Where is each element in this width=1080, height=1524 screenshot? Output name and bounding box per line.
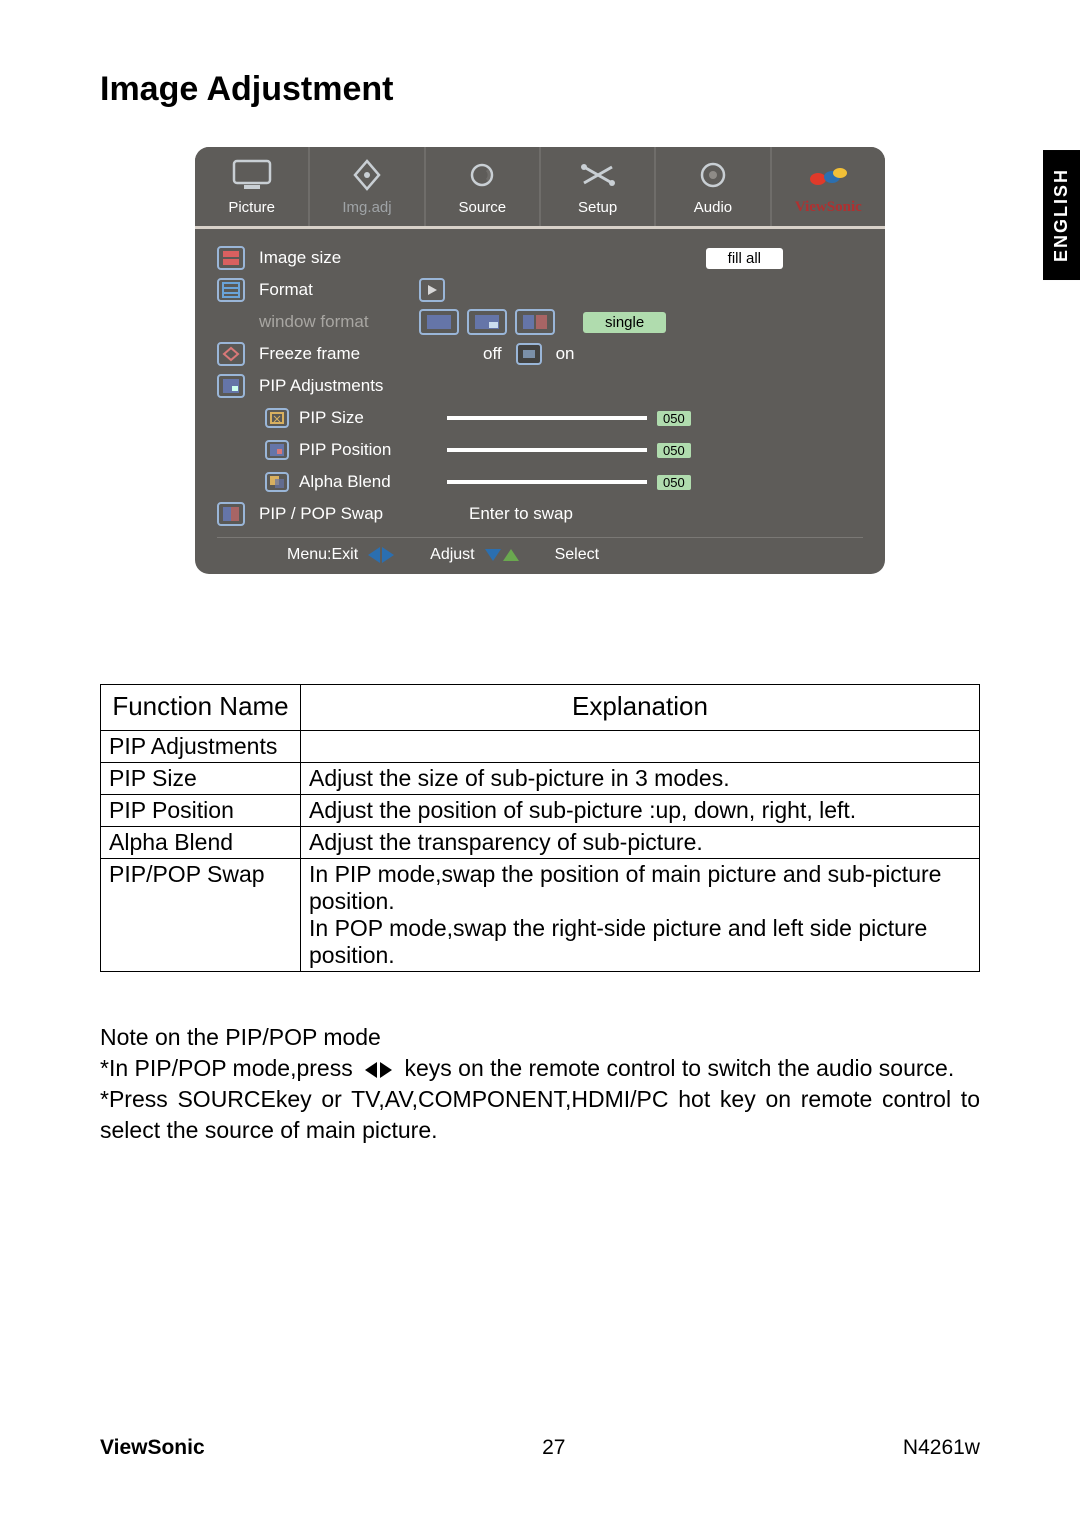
footer-select: Select <box>555 546 599 564</box>
swap-icon <box>217 502 245 526</box>
footer-menu-exit: Menu:Exit <box>287 546 358 564</box>
function-table: Function Name Explanation PIP Adjustment… <box>100 684 980 972</box>
image-size-value: fill all <box>706 248 783 269</box>
tab-label: Audio <box>656 199 769 216</box>
down-up-icon <box>485 549 519 561</box>
pip-pos-value: 050 <box>657 443 691 458</box>
play-icon[interactable] <box>419 278 445 302</box>
osd-tab-bar: Picture Img.adj Source Setup <box>195 147 885 229</box>
menu-label: Image size <box>259 248 419 268</box>
row-pip-adjustments[interactable]: PIP Adjustments <box>217 371 863 401</box>
left-right-arrows-icon <box>365 1062 392 1078</box>
window-opt-1[interactable] <box>419 309 459 335</box>
footer-adjust: Adjust <box>430 546 474 564</box>
menu-label: PIP Size <box>299 408 439 428</box>
row-image-size[interactable]: Image size fill all <box>217 243 863 273</box>
tab-label: Picture <box>195 199 308 216</box>
tab-source[interactable]: Source <box>426 147 541 226</box>
tab-audio[interactable]: Audio <box>656 147 771 226</box>
tab-label: Setup <box>541 199 654 216</box>
footer-model: N4261w <box>903 1436 980 1460</box>
menu-label: Format <box>259 280 419 300</box>
row-format[interactable]: Format <box>217 275 863 305</box>
pip-size-slider[interactable] <box>447 416 647 420</box>
tab-brand: ViewSonic <box>772 147 885 226</box>
table-row: Alpha BlendAdjust the transparency of su… <box>101 827 980 859</box>
image-size-icon <box>217 246 245 270</box>
pip-adj-icon <box>217 374 245 398</box>
swap-value: Enter to swap <box>469 504 573 524</box>
notes-section: Note on the PIP/POP mode *In PIP/POP mod… <box>100 1022 980 1146</box>
alpha-icon <box>265 472 289 492</box>
pip-pos-slider[interactable] <box>447 448 647 452</box>
menu-label: PIP / POP Swap <box>259 504 419 524</box>
footer-brand: ViewSonic <box>100 1436 205 1460</box>
pip-pos-icon <box>265 440 289 460</box>
notes-line2: *Press SOURCEkey or TV,AV,COMPONENT,HDMI… <box>100 1084 980 1146</box>
row-pip-position[interactable]: PIP Position 050 <box>217 435 863 465</box>
window-opt-2[interactable] <box>467 309 507 335</box>
monitor-icon <box>195 155 308 195</box>
audio-icon <box>656 155 769 195</box>
notes-heading: Note on the PIP/POP mode <box>100 1022 980 1053</box>
left-right-icon <box>368 547 394 563</box>
th-explanation: Explanation <box>301 685 980 731</box>
window-opt-3[interactable] <box>515 309 555 335</box>
osd-footer: Menu:Exit Adjust Select <box>217 537 863 564</box>
tab-label: Source <box>426 199 539 216</box>
pip-size-icon <box>265 408 289 428</box>
tab-picture[interactable]: Picture <box>195 147 310 226</box>
table-row: PIP/POP SwapIn PIP mode,swap the positio… <box>101 859 980 972</box>
menu-label: window format <box>259 312 419 332</box>
menu-label: Alpha Blend <box>299 472 439 492</box>
pip-size-value: 050 <box>657 411 691 426</box>
freeze-icon <box>217 342 245 366</box>
page-title: Image Adjustment <box>100 70 980 109</box>
notes-line1b: keys on the remote control to switch the… <box>404 1055 954 1081</box>
row-window-format[interactable]: window format single <box>217 307 863 337</box>
row-freeze-frame[interactable]: Freeze frame off on <box>217 339 863 369</box>
freeze-checkbox[interactable] <box>516 343 542 365</box>
row-alpha-blend[interactable]: Alpha Blend 050 <box>217 467 863 497</box>
footer-page-number: 27 <box>542 1436 565 1460</box>
format-icon <box>217 278 245 302</box>
brand-text: ViewSonic <box>772 199 885 216</box>
table-row: PIP SizeAdjust the size of sub-picture i… <box>101 763 980 795</box>
tab-setup[interactable]: Setup <box>541 147 656 226</box>
alpha-value: 050 <box>657 475 691 490</box>
source-icon <box>426 155 539 195</box>
english-tab: ENGLISH <box>1043 150 1080 280</box>
menu-label: PIP Adjustments <box>259 376 419 396</box>
table-row: PIP Adjustments <box>101 731 980 763</box>
row-pip-pop-swap[interactable]: PIP / POP Swap Enter to swap <box>217 499 863 529</box>
th-name: Function Name <box>101 685 301 731</box>
table-row: PIP PositionAdjust the position of sub-p… <box>101 795 980 827</box>
tab-label: Img.adj <box>310 199 423 216</box>
adjust-icon <box>310 155 423 195</box>
row-pip-size[interactable]: PIP Size 050 <box>217 403 863 433</box>
tab-img-adj[interactable]: Img.adj <box>310 147 425 226</box>
page-footer: ViewSonic 27 N4261w <box>100 1436 980 1460</box>
menu-label: PIP Position <box>299 440 439 460</box>
freeze-off: off <box>483 344 502 364</box>
window-format-value: single <box>583 312 666 333</box>
osd-menu: Picture Img.adj Source Setup <box>195 147 885 574</box>
freeze-on: on <box>556 344 575 364</box>
notes-line1a: *In PIP/POP mode,press <box>100 1055 353 1081</box>
birds-icon <box>772 155 885 195</box>
alpha-slider[interactable] <box>447 480 647 484</box>
osd-body: Image size fill all Format window format… <box>195 229 885 574</box>
setup-icon <box>541 155 654 195</box>
menu-label: Freeze frame <box>259 344 419 364</box>
